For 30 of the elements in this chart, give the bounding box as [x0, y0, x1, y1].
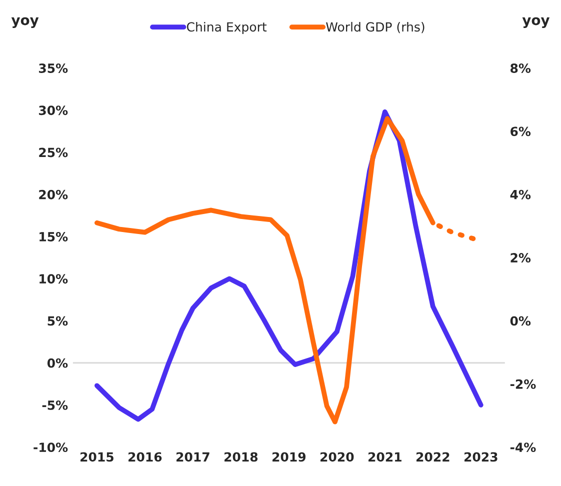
y-tick-label: 20% [39, 190, 68, 200]
x-tick-label: 2020 [320, 452, 354, 462]
y-tick-label: 5% [48, 316, 68, 326]
x-tick-label: 2022 [416, 452, 450, 462]
x-tick-label: 2019 [272, 452, 306, 462]
legend-label: China Export [186, 22, 267, 34]
y2-tick-label: -4% [510, 442, 536, 452]
x-tick-label: 2016 [128, 452, 162, 462]
y-tick-label: 15% [40, 232, 68, 242]
y2-tick-label: -2% [510, 379, 536, 389]
y-tick-label: 0% [47, 358, 68, 368]
x-tick-label: 2017 [176, 452, 210, 462]
y-axis-title: yoy [11, 17, 39, 28]
y2-tick-label: 8% [510, 64, 531, 73]
y2-axis-title: yoy [522, 17, 550, 28]
y2-tick-label: 2% [510, 253, 531, 263]
x-tick-label: 2015 [80, 452, 114, 462]
y2-tick-label: 6% [510, 126, 531, 136]
y-tick-label: 10% [40, 274, 68, 284]
y-tick-label: -5% [42, 400, 68, 410]
x-tick-label: 2018 [224, 452, 258, 462]
y-tick-label: 30% [38, 106, 68, 116]
legend-label: World GDP (rhs) [326, 22, 424, 34]
y-tick-label: 35% [38, 64, 68, 73]
x-tick-label: 2021 [368, 452, 402, 462]
y-tick-label: -10% [34, 442, 68, 452]
x-tick-label: 2023 [464, 452, 498, 462]
y2-tick-label: 0% [510, 316, 531, 326]
y2-tick-label: 4% [510, 190, 531, 200]
y-tick-label: 25% [39, 148, 68, 158]
